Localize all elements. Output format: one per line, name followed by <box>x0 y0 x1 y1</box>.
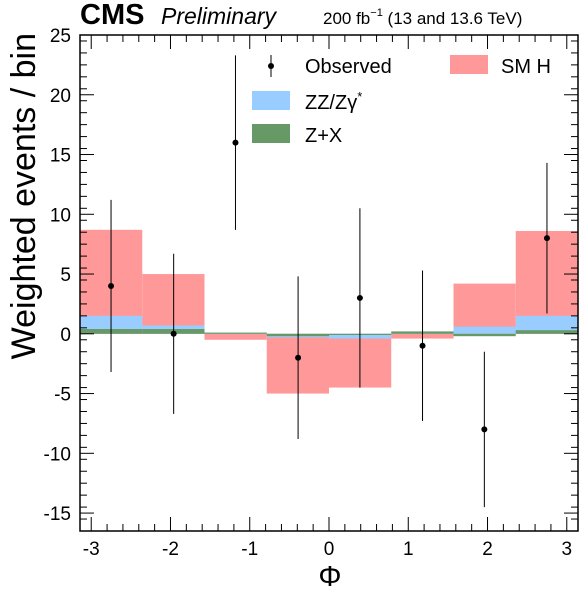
legend: Observed SM H ZZ/Zγ* Z+X <box>252 55 551 147</box>
observed-point <box>295 354 302 361</box>
luminosity-label: 200 fb−1 (13 and 13.6 TeV) <box>323 7 522 28</box>
y-tick-label: 5 <box>60 265 71 286</box>
legend-swatch-zz <box>252 91 290 110</box>
bar-z-x-bin-7 <box>453 333 516 337</box>
lumi-exponent: −1 <box>370 7 383 19</box>
legend-label-zz-superscript: * <box>357 89 362 104</box>
y-tick-label: 10 <box>50 205 71 226</box>
y-tick-label: 20 <box>50 86 71 107</box>
observed-point <box>356 294 363 301</box>
x-axis-title: Φ <box>318 561 341 590</box>
observed-points <box>108 139 550 433</box>
x-tick-label: 2 <box>482 539 493 560</box>
x-tick-label: -3 <box>83 539 100 560</box>
x-tick-label: 0 <box>324 539 335 560</box>
x-tick-label: 1 <box>403 539 414 560</box>
legend-swatch-sm-h <box>450 55 488 74</box>
y-tick-label: 25 <box>50 26 71 47</box>
bar-sm-h-bin-3 <box>204 333 267 340</box>
x-tick-label: -1 <box>241 539 258 560</box>
legend-observed-marker <box>268 63 274 69</box>
stacked-histogram <box>80 229 578 394</box>
legend-swatch-z-x <box>252 124 290 143</box>
x-tick-label: -2 <box>162 539 179 560</box>
y-tick-label: -15 <box>44 504 71 525</box>
observed-point <box>481 426 488 433</box>
legend-label-observed: Observed <box>305 56 392 78</box>
y-tick-label: -10 <box>44 444 71 465</box>
y-tick-label: 15 <box>50 146 71 167</box>
bar-zz-z-bin-8 <box>515 315 578 334</box>
axes <box>79 34 579 532</box>
observed-point <box>543 235 550 242</box>
observed-point <box>232 139 239 146</box>
legend-label-zz: ZZ/Zγ* <box>305 89 362 114</box>
observed-point <box>108 282 115 289</box>
legend-label-z-x: Z+X <box>305 125 342 147</box>
bar-sm-h-bin-7 <box>453 283 516 334</box>
x-tick-label: 3 <box>561 539 572 560</box>
observed-point <box>419 342 426 349</box>
bar-z-x-bin-8 <box>515 330 578 334</box>
y-tick-label: 0 <box>60 325 71 346</box>
lumi-suffix: (13 and 13.6 TeV) <box>383 9 523 28</box>
cms-label: CMS <box>80 0 144 31</box>
bar-zz-z-bin-7 <box>453 326 516 334</box>
bar-z-x-bin-3 <box>204 332 267 334</box>
legend-label-sm-h: SM H <box>501 56 551 78</box>
lumi-prefix: 200 fb <box>323 9 370 28</box>
preliminary-label: Preliminary <box>161 3 278 29</box>
y-axis-title: Weighted events / bin <box>5 33 43 359</box>
y-tick-label: -5 <box>54 385 71 406</box>
observed-point <box>170 330 177 337</box>
